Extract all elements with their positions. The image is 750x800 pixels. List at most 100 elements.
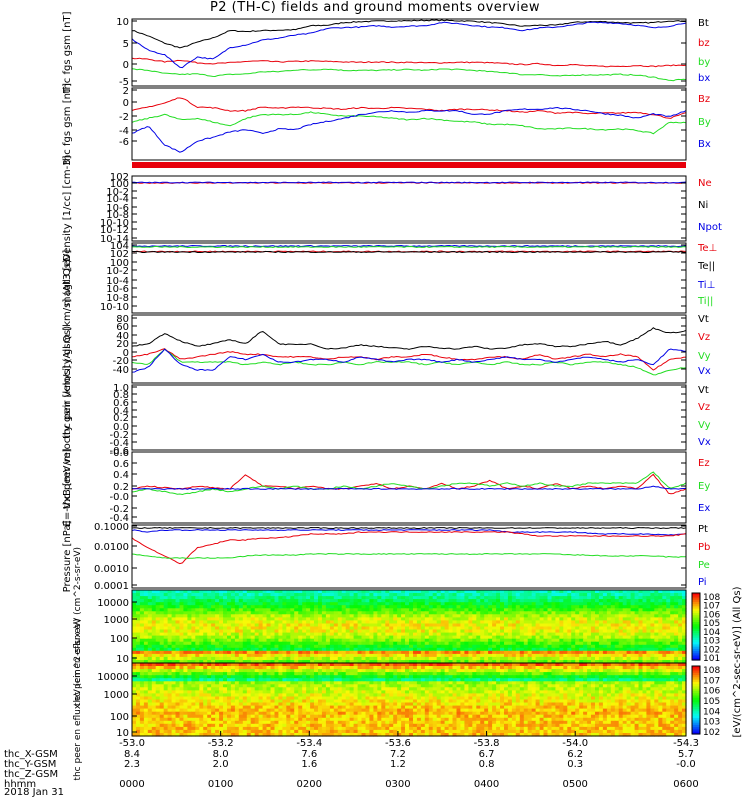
spectrogram-cell	[480, 687, 485, 691]
spectrogram-cell	[286, 650, 291, 655]
spectrogram-cell	[432, 678, 438, 682]
spectrogram-cell	[266, 690, 272, 694]
spectrogram-cell	[314, 663, 319, 667]
legend-Te: Te||	[697, 261, 715, 272]
spectrogram-cell	[602, 605, 608, 609]
spectrogram-cell	[405, 602, 410, 606]
spectrogram-cell	[310, 590, 315, 594]
spectrogram-cell	[654, 660, 659, 664]
spectrogram-cell	[163, 608, 169, 612]
spectrogram-cell	[306, 663, 311, 667]
spectrogram-cell	[341, 678, 347, 682]
spectrogram-cell	[187, 666, 192, 670]
spectrogram-cell	[436, 623, 442, 628]
spectrogram-cell	[484, 681, 489, 685]
spectrogram-cell	[409, 626, 414, 631]
spectrogram-cell	[357, 626, 363, 631]
spectrogram-cell	[484, 632, 489, 637]
spectrogram-cell	[179, 678, 185, 682]
spectrogram-cell	[579, 675, 584, 679]
spectrogram-cell	[650, 614, 655, 618]
spectrogram-cell	[171, 650, 177, 655]
spectrogram-cell	[567, 663, 572, 667]
spectrogram-cell	[341, 669, 347, 673]
spectrogram-cell	[630, 653, 636, 658]
spectrogram-cell	[551, 647, 557, 652]
spectrogram-cell	[171, 638, 177, 643]
spectrogram-cell	[246, 690, 252, 694]
spectrogram-cell	[642, 590, 648, 594]
spectrogram-cell	[480, 650, 485, 655]
spectrogram-cell	[519, 675, 525, 679]
spectrogram-cell	[143, 684, 149, 688]
ytick-label: 60	[116, 322, 129, 333]
spectrogram-cell	[401, 596, 406, 600]
spectrogram-cell	[341, 623, 347, 628]
spectrogram-cell	[527, 602, 533, 606]
spectrogram-cell	[227, 660, 232, 664]
spectrogram-cell	[132, 614, 137, 618]
spectrogram-cell	[163, 681, 169, 685]
spectrogram-cell	[278, 590, 283, 594]
spectrogram-cell	[345, 638, 351, 643]
spectrogram-cell	[602, 653, 608, 658]
spectrogram-cell	[290, 620, 295, 624]
spectrogram-cell	[151, 611, 157, 615]
spectrogram-cell	[476, 632, 481, 637]
spectrogram-cell	[610, 678, 616, 682]
spectrogram-cell	[136, 623, 141, 628]
spectrogram-cell	[638, 669, 644, 673]
spectrogram-cell	[369, 675, 374, 679]
spectrogram-cell	[349, 675, 355, 679]
ytick-label: 10-2	[106, 187, 129, 198]
spectrogram-cell	[187, 690, 192, 694]
spectrogram-cell	[401, 593, 406, 597]
spectrogram-cell	[199, 629, 204, 634]
spectrogram-cell	[662, 641, 667, 646]
spectrogram-cell	[345, 690, 351, 694]
spectrogram-cell	[147, 632, 153, 637]
spectrogram-cell	[492, 608, 497, 612]
spectrogram-cell	[132, 669, 137, 673]
spectrogram-cell	[515, 656, 521, 661]
spectrogram-cell	[682, 666, 687, 670]
spectrogram-cell	[329, 690, 335, 694]
spectrogram-cell	[559, 675, 564, 679]
spectrogram-cell	[246, 684, 252, 688]
series-Ey-line	[131, 471, 687, 496]
spectrogram-cell	[571, 678, 576, 682]
spectrogram-cell	[678, 614, 683, 618]
spectrogram-cell	[464, 644, 469, 649]
spectrogram-cell	[274, 660, 280, 664]
spectrogram-cell	[167, 650, 173, 655]
spectrogram-cell	[460, 672, 465, 676]
spectrogram-cell	[329, 605, 335, 609]
spectrogram-cell	[377, 623, 382, 628]
spectrogram-cell	[385, 617, 390, 621]
spectrogram-cell	[191, 650, 196, 655]
spectrogram-cell	[606, 632, 612, 637]
spectrogram-cell	[270, 675, 276, 679]
spectrogram-cell	[290, 678, 295, 682]
panel-frame	[131, 87, 687, 161]
spectrogram-cell	[579, 626, 584, 631]
spectrogram-cell	[547, 660, 553, 664]
spectrogram-cell	[646, 678, 651, 682]
spectrogram-cell	[658, 635, 663, 640]
spectrogram-cell	[456, 626, 462, 631]
spectrogram-cell	[496, 635, 501, 640]
spectrogram-cell	[321, 681, 327, 685]
spectrogram-cell	[290, 611, 295, 615]
spectrogram-cell	[298, 638, 303, 643]
spectrogram-cell	[143, 656, 149, 661]
spectrogram-cell	[583, 653, 588, 658]
spectrogram-cell	[365, 614, 371, 618]
spectrogram-cell	[132, 638, 137, 643]
spectrogram-cell	[373, 644, 378, 649]
spectrogram-cell	[547, 675, 553, 679]
spectrogram-cell	[535, 605, 541, 609]
spectrogram-cell	[484, 617, 489, 621]
spectrogram-cell	[266, 666, 272, 670]
spectrogram-cell	[219, 641, 224, 646]
